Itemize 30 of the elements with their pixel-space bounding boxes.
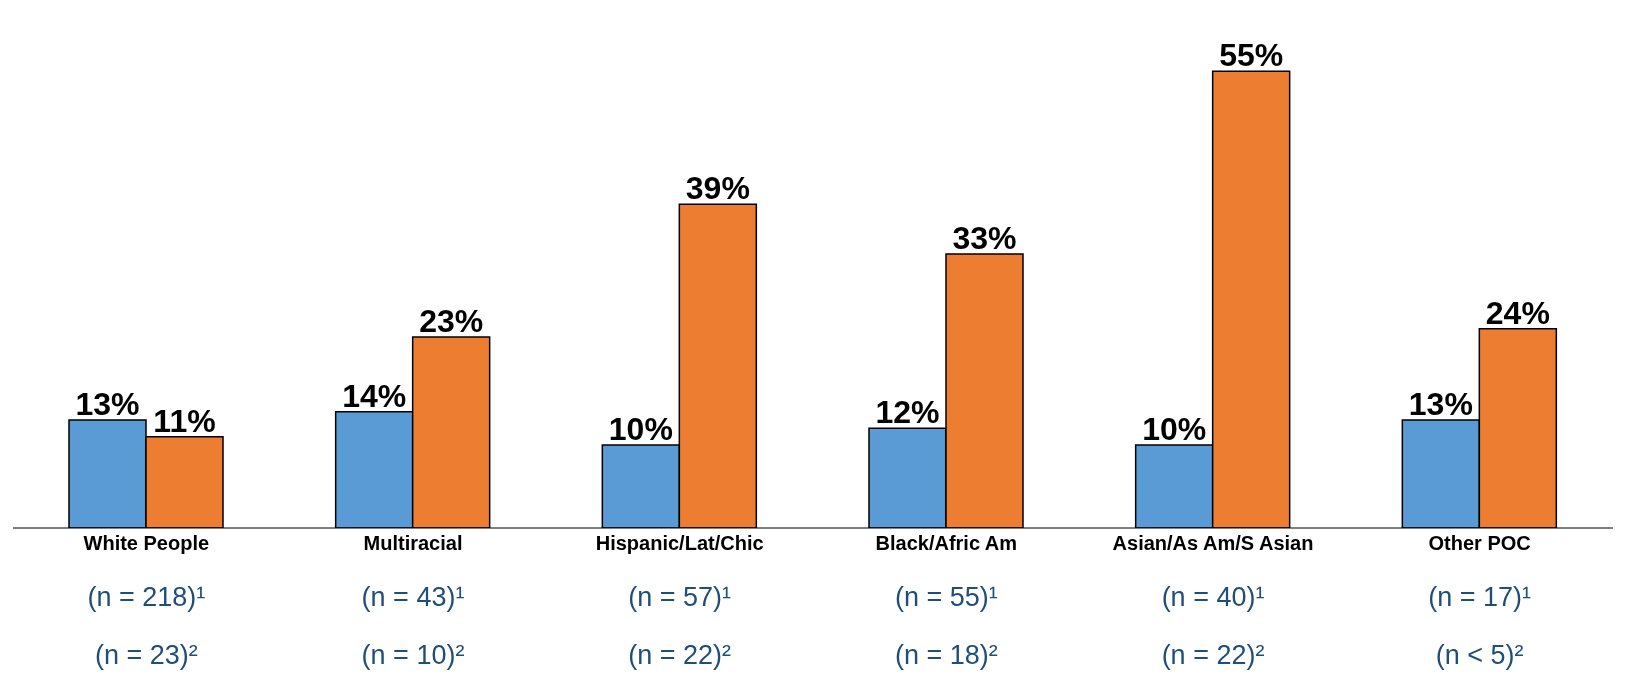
x-tick-label: White People — [83, 532, 210, 555]
x-tick-label: Black/Afric Am — [875, 532, 1018, 555]
text: (n = 22)² — [627, 639, 733, 671]
data-label: 39% — [685, 170, 750, 207]
text: (n = 43)¹ — [360, 581, 466, 613]
data-label: 23% — [419, 303, 484, 339]
x-tick-label: Asian/As Am/S Asian — [1112, 532, 1314, 555]
data-label: 10% — [1142, 410, 1207, 447]
text: (n = 55)¹ — [893, 581, 999, 613]
text: (n = 23)² — [93, 639, 199, 671]
text: (n < 5)² — [1434, 639, 1525, 671]
data-label: 13% — [75, 386, 140, 423]
data-label: 11% — [153, 402, 216, 439]
text: (n = 57)¹ — [627, 581, 733, 613]
x-tick-label: Multiracial — [363, 532, 463, 555]
text: (n = 40)¹ — [1160, 581, 1266, 613]
x-tick-label: Other POC — [1428, 532, 1531, 555]
text: (n = 10)² — [360, 639, 466, 671]
text: (n = 22)² — [1160, 639, 1266, 671]
data-label: 14% — [342, 377, 407, 414]
data-label: 10% — [608, 410, 673, 447]
data-label: 24% — [1485, 294, 1550, 331]
data-label: 33% — [952, 219, 1017, 256]
x-tick-label: Hispanic/Lat/Chic — [595, 532, 764, 555]
text: (n = 18)² — [893, 639, 999, 671]
data-label: 13% — [1408, 386, 1473, 423]
data-label: 12% — [875, 394, 940, 431]
text: (n = 17)¹ — [1427, 581, 1533, 613]
data-label: 55% — [1219, 37, 1284, 74]
text: (n = 218)¹ — [86, 581, 207, 613]
